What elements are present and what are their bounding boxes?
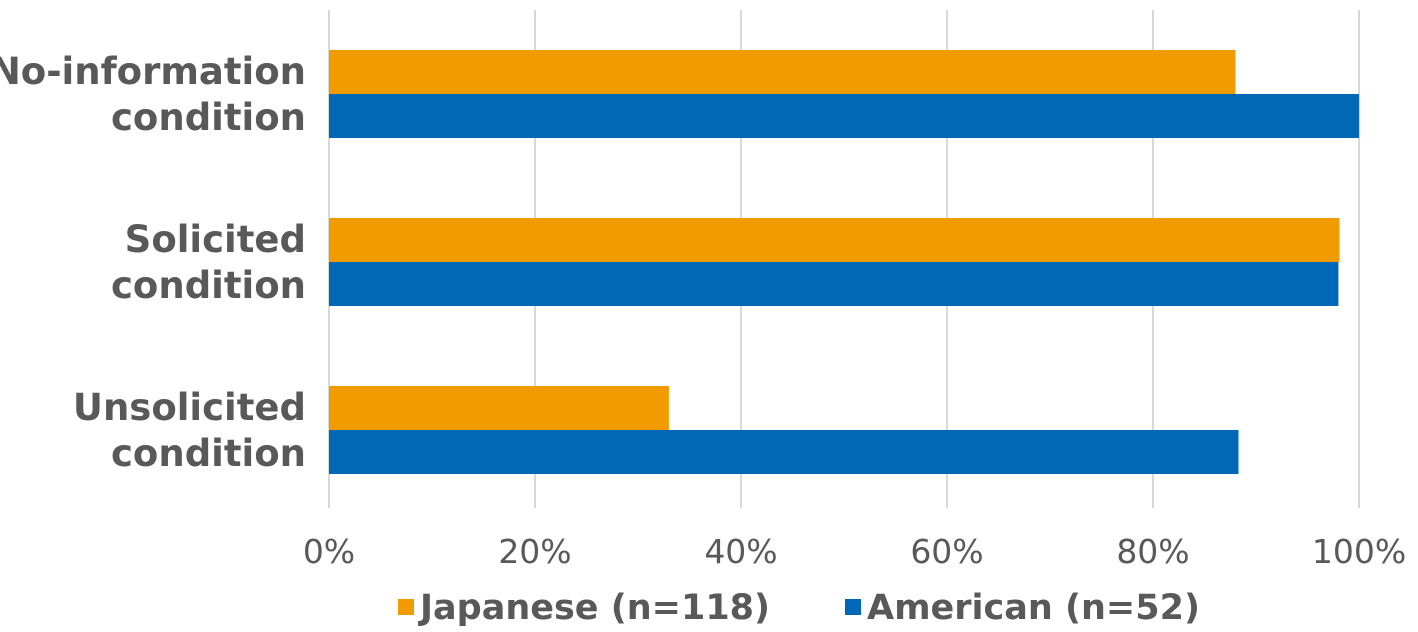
category-label-0: No-information condition <box>0 50 306 139</box>
legend-swatch-american <box>845 599 861 615</box>
category-label-line: condition <box>111 264 306 307</box>
category-label-line: No-information <box>0 50 306 93</box>
legend-label-american: American (n=52) <box>867 588 1200 628</box>
tick-label-20: 20% <box>498 532 571 571</box>
bar-american-1 <box>329 262 1339 306</box>
category-label-line: condition <box>111 432 306 475</box>
tick-label-100: 100% <box>1312 532 1406 571</box>
bar-american-2 <box>329 430 1239 474</box>
legend-swatch-japanese <box>398 599 414 615</box>
tick-label-0: 0% <box>303 532 355 571</box>
legend-label-japanese: Japanese (n=118) <box>418 588 770 628</box>
bars <box>329 50 1359 474</box>
category-label-2: Unsolicited condition <box>73 386 306 475</box>
category-label-line: Solicited <box>125 218 306 261</box>
tick-label-80: 80% <box>1116 532 1189 571</box>
tick-label-60: 60% <box>910 532 983 571</box>
legend: Japanese (n=118) American (n=52) <box>398 588 1200 628</box>
category-label-line: condition <box>111 96 306 139</box>
bar-american-0 <box>329 94 1359 138</box>
category-label-1: Solicited condition <box>111 218 306 307</box>
bar-japanese-1 <box>329 218 1340 262</box>
bar-japanese-2 <box>329 386 669 430</box>
tick-label-40: 40% <box>704 532 777 571</box>
category-label-line: Unsolicited <box>73 386 306 429</box>
x-axis-ticks: 0% 20% 40% 60% 80% 100% <box>303 532 1406 571</box>
bar-japanese-0 <box>329 50 1236 94</box>
